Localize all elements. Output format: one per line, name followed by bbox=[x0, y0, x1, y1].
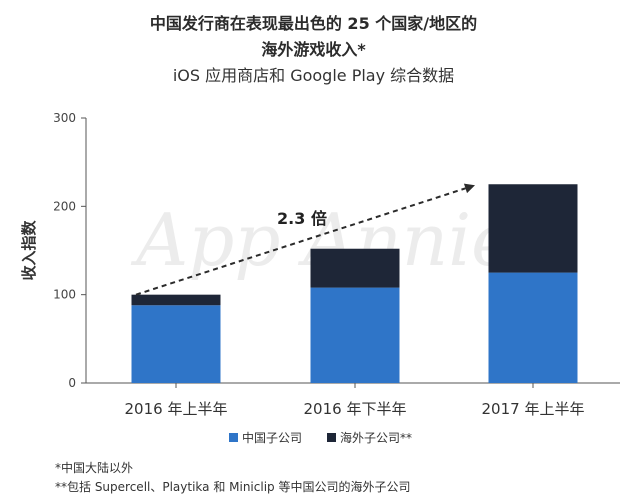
y-tick-label: 0 bbox=[68, 376, 76, 390]
legend-label-domestic: 中国子公司 bbox=[242, 430, 302, 445]
chart-subtitle: iOS 应用商店和 Google Play 综合数据 bbox=[172, 66, 455, 85]
chart-title-line2: 海外游戏收入* bbox=[261, 40, 366, 59]
bar-domestic bbox=[488, 272, 578, 383]
x-tick-label: 2016 年下半年 bbox=[304, 400, 407, 418]
y-tick-label: 300 bbox=[53, 111, 76, 125]
legend-swatch-domestic bbox=[229, 433, 238, 442]
legend-label-overseas: 海外子公司** bbox=[340, 430, 412, 445]
growth-annotation: 2.3 倍 bbox=[277, 209, 327, 228]
y-tick-label: 200 bbox=[53, 199, 76, 213]
growth-arrow-line bbox=[135, 187, 466, 296]
growth-arrow-head bbox=[463, 183, 475, 194]
y-axis-title: 收入指数 bbox=[20, 220, 38, 281]
bar-overseas bbox=[488, 184, 578, 273]
footnote-1: *中国大陆以外 bbox=[55, 461, 134, 475]
chart-title-line1: 中国发行商在表现最出色的 25 个国家/地区的 bbox=[149, 14, 478, 33]
legend-swatch-overseas bbox=[327, 433, 336, 442]
bar-domestic bbox=[310, 287, 400, 383]
x-tick-label: 2017 年上半年 bbox=[482, 400, 585, 418]
x-tick-label: 2016 年上半年 bbox=[125, 400, 228, 418]
bar-overseas bbox=[310, 248, 400, 288]
y-tick-label: 100 bbox=[53, 288, 76, 302]
bar-overseas bbox=[131, 294, 221, 306]
footnote-2: **包括 Supercell、Playtika 和 Miniclip 等中国公司… bbox=[55, 480, 411, 494]
bar-domestic bbox=[131, 305, 221, 383]
